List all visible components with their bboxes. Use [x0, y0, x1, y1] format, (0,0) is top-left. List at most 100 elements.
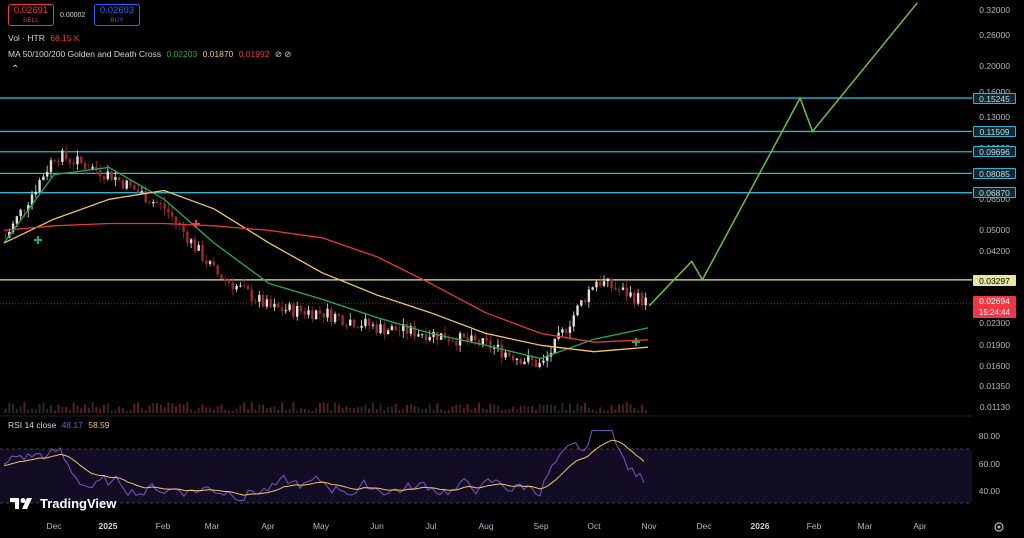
volume-bar: [38, 404, 41, 413]
spread-value: 0.00002: [60, 12, 86, 19]
volume-bar: [341, 408, 344, 413]
candle: [189, 239, 193, 244]
price-tick: 0.04200: [979, 246, 1010, 257]
candle: [379, 324, 382, 334]
candle: [474, 335, 477, 341]
volume-bar: [254, 409, 257, 413]
candle: [587, 289, 591, 303]
candle: [133, 185, 136, 190]
buy-button[interactable]: 0.02693 BUY: [94, 4, 140, 26]
candle: [504, 352, 507, 358]
volume-bar: [349, 407, 352, 413]
candle: [617, 289, 621, 291]
volume-bar: [156, 402, 159, 413]
candle: [330, 308, 333, 322]
volume-bar: [53, 410, 56, 413]
volume-bar: [8, 403, 11, 413]
collapse-legend-icon[interactable]: ⌃: [11, 64, 20, 75]
volume-bar: [216, 406, 219, 413]
volume-bar: [568, 403, 571, 413]
candle: [277, 303, 280, 308]
candle: [481, 338, 485, 346]
candle: [383, 324, 386, 335]
volume-bar: [459, 405, 462, 413]
candle: [360, 325, 363, 328]
candle: [421, 334, 424, 336]
ma-legend[interactable]: MA 50/100/200 Golden and Death Cross 0.0…: [8, 49, 294, 60]
volume-bar: [148, 405, 151, 413]
volume-bar: [220, 404, 223, 413]
volume-bar: [19, 406, 22, 413]
candle: [212, 261, 216, 266]
volume-bar: [485, 409, 488, 413]
volume-bar: [34, 408, 37, 413]
volume-bar: [265, 407, 268, 413]
tradingview-logo-icon: [10, 498, 32, 509]
volume-bar: [239, 405, 242, 413]
rsi-tick-40: 40.00: [978, 486, 1000, 496]
volume-bar: [572, 410, 575, 413]
price-tick: 0.05000: [979, 225, 1010, 236]
time-label: Jul: [425, 521, 437, 531]
gear-icon[interactable]: [993, 520, 1005, 532]
time-label: Apr: [913, 521, 927, 531]
candle: [508, 352, 511, 356]
candle: [534, 360, 538, 367]
volume-bar: [614, 409, 617, 413]
tradingview-logo-text: TradingView: [40, 496, 117, 511]
volume-bar: [197, 407, 200, 413]
price-tick: 0.13000: [979, 111, 1010, 122]
ma-legend-label: MA 50/100/200 Golden and Death Cross: [8, 49, 162, 59]
rsi-legend[interactable]: RSI 14 close 48.17 58.59: [8, 420, 113, 430]
candle: [580, 300, 583, 306]
volume-bar: [455, 404, 458, 413]
candle: [345, 325, 348, 327]
volume-bar: [46, 408, 49, 413]
volume-bar: [368, 408, 371, 413]
volume-bar: [470, 409, 473, 413]
volume-bar: [167, 402, 170, 413]
volume-legend-label: Vol · HTR: [8, 33, 45, 43]
volume-bar: [424, 408, 427, 413]
volume-bar: [102, 404, 105, 413]
ma-legend-icons[interactable]: ⊘ ⊘: [274, 49, 292, 59]
candle: [485, 338, 488, 341]
time-label: Oct: [587, 521, 601, 531]
candle: [364, 318, 367, 326]
candle: [318, 310, 322, 314]
candle: [299, 305, 303, 312]
candle: [436, 331, 439, 340]
volume-legend[interactable]: Vol · HTR 68.15 K: [8, 33, 83, 43]
candle: [163, 203, 166, 209]
volume-bar: [201, 404, 204, 413]
candle: [269, 299, 272, 308]
cross-marker: [632, 338, 640, 346]
candle: [227, 279, 231, 283]
candle: [159, 203, 163, 205]
candle: [117, 177, 121, 181]
price-level-tag: 0.09696: [973, 146, 1016, 158]
volume-bar: [140, 407, 143, 413]
volume-bar: [353, 408, 356, 413]
candle: [201, 244, 204, 261]
volume-bar: [334, 402, 337, 413]
candle: [405, 323, 409, 334]
candle: [23, 209, 26, 211]
volume-bar: [390, 406, 393, 413]
volume-bar: [61, 406, 64, 413]
candle: [591, 287, 594, 290]
candle: [599, 281, 602, 286]
candle: [523, 361, 526, 365]
candle: [292, 304, 295, 317]
volume-bar: [398, 410, 401, 413]
candle: [95, 166, 98, 170]
candle: [602, 281, 606, 286]
buy-label: BUY: [110, 18, 124, 24]
volume-bar: [288, 408, 291, 413]
sell-button[interactable]: 0.02691 SELL: [8, 4, 54, 26]
candle: [333, 313, 337, 322]
volume-bar: [318, 403, 321, 413]
candle: [326, 308, 329, 318]
candle: [216, 265, 219, 275]
